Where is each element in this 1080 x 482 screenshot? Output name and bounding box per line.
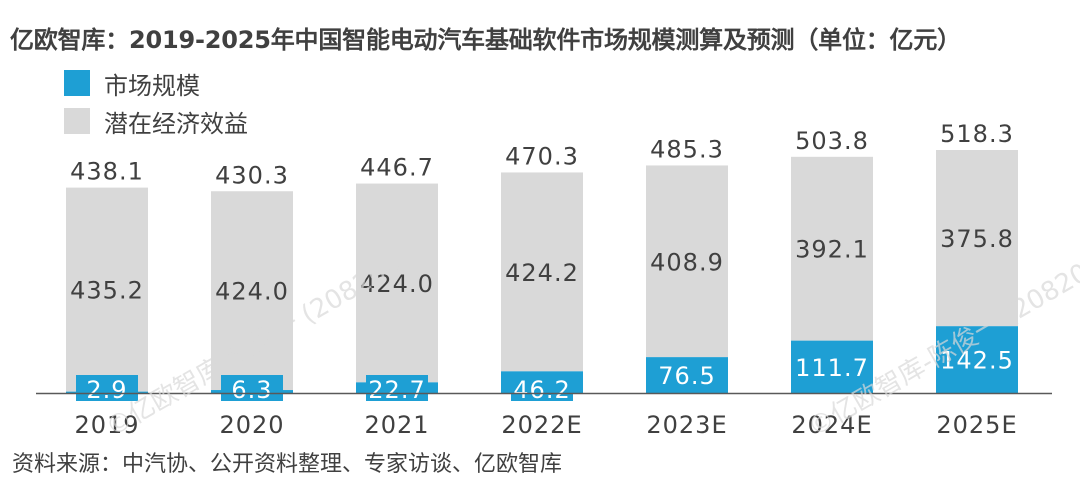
market-label: 22.7	[368, 376, 425, 404]
legend-label-market: 市场规模	[104, 71, 200, 100]
potential-label: 392.1	[795, 236, 869, 264]
bar-potential	[356, 183, 438, 383]
total-label: 503.8	[795, 127, 869, 155]
x-tick-label: 2019	[74, 411, 139, 439]
potential-label: 435.2	[70, 277, 144, 305]
potential-label: 375.8	[940, 225, 1014, 253]
legend-swatch-potential	[64, 108, 90, 134]
market-label: 2.9	[86, 376, 127, 404]
total-label: 438.1	[70, 158, 144, 186]
potential-label: 424.0	[360, 270, 434, 298]
legend-label-potential: 潜在经济效益	[104, 109, 248, 138]
market-label-box	[221, 375, 283, 401]
market-label-box	[511, 375, 573, 401]
bar-market	[791, 340, 873, 393]
total-label: 446.7	[360, 154, 434, 182]
potential-label: 424.0	[215, 278, 289, 306]
chart-title: 亿欧智库：2019-2025年中国智能电动汽车基础软件市场规模测算及预测（单位：…	[10, 26, 961, 54]
market-label: 6.3	[231, 376, 272, 404]
market-label: 111.7	[795, 354, 869, 382]
market-label: 142.5	[940, 347, 1014, 375]
total-label: 470.3	[505, 142, 579, 170]
legend-item-market: 市场规模	[64, 68, 200, 100]
bar-potential	[211, 191, 293, 391]
potential-label: 424.2	[505, 259, 579, 287]
x-tick-label: 2021	[364, 411, 429, 439]
bar-potential	[501, 172, 583, 372]
market-label-box	[366, 375, 428, 401]
total-label: 430.3	[215, 161, 289, 189]
legend-item-potential: 潜在经济效益	[64, 106, 248, 138]
bar-market	[646, 357, 728, 393]
total-label: 485.3	[650, 135, 724, 163]
market-label-box	[76, 375, 138, 401]
bar-potential	[791, 156, 873, 341]
source-note: 资料来源：中汽协、公开资料整理、专家访谈、亿欧智库	[12, 452, 563, 477]
market-label: 46.2	[513, 376, 570, 404]
x-tick-label: 2025E	[936, 411, 1017, 439]
bar-market	[936, 326, 1018, 393]
bar-potential	[936, 150, 1018, 327]
x-tick-label: 2022E	[501, 411, 582, 439]
market-label: 76.5	[658, 362, 715, 390]
bar-potential	[66, 187, 148, 392]
potential-label: 408.9	[650, 248, 724, 276]
bar-potential	[646, 165, 728, 358]
x-tick-label: 2023E	[646, 411, 727, 439]
legend-swatch-market	[64, 70, 90, 96]
x-tick-label: 2020	[219, 411, 284, 439]
x-tick-label: 2024E	[791, 411, 872, 439]
total-label: 518.3	[940, 120, 1014, 148]
